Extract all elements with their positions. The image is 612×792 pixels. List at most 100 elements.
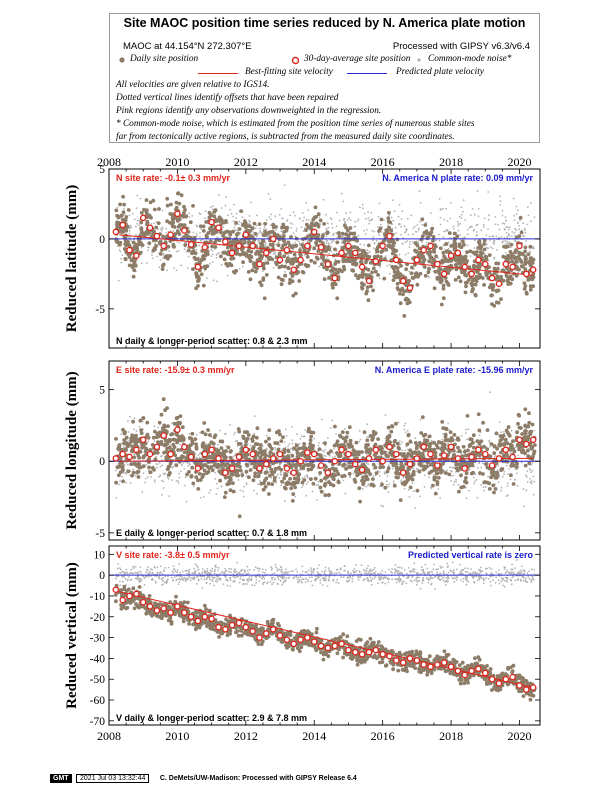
common-mode-point — [233, 433, 235, 436]
common-mode-point — [404, 253, 407, 256]
daily-point — [360, 252, 364, 256]
common-mode-point — [189, 463, 192, 466]
common-mode-point — [249, 444, 252, 447]
common-mode-point — [245, 475, 248, 477]
chart-title: Site MAOC position time series reduced b… — [123, 16, 526, 30]
daily-point — [368, 448, 373, 453]
common-mode-point — [399, 481, 402, 483]
common-mode-point — [378, 471, 381, 473]
common-mode-point — [232, 220, 235, 223]
daily-point — [231, 256, 236, 261]
daily-point — [408, 448, 413, 453]
daily-point — [292, 446, 296, 451]
daily-point — [129, 462, 134, 466]
common-mode-point — [412, 467, 415, 470]
daily-point — [398, 291, 402, 296]
common-mode-point — [182, 461, 185, 464]
common-mode-point — [299, 246, 301, 249]
daily-point — [247, 475, 251, 480]
daily-point — [353, 449, 358, 454]
common-mode-point — [392, 219, 395, 222]
common-mode-point — [121, 475, 124, 478]
common-mode-point — [439, 208, 442, 210]
common-mode-point — [372, 247, 375, 250]
daily-point — [420, 217, 425, 222]
daily-point — [250, 226, 255, 231]
common-mode-point — [507, 226, 509, 229]
common-mode-point — [187, 255, 190, 258]
daily-point — [117, 473, 121, 478]
common-mode-point — [457, 224, 459, 227]
daily-point — [340, 474, 345, 479]
daily-point — [212, 435, 217, 440]
common-mode-point — [154, 481, 156, 484]
common-mode-point — [501, 476, 504, 478]
common-mode-point — [410, 214, 413, 217]
common-mode-point — [384, 255, 387, 258]
common-mode-point — [533, 480, 536, 483]
common-mode-point — [305, 461, 308, 464]
daily-point — [327, 480, 331, 485]
common-mode-point — [349, 211, 352, 214]
daily-point — [478, 452, 482, 457]
daily-point — [183, 243, 188, 247]
common-mode-point — [401, 441, 403, 444]
daily-point — [308, 438, 313, 443]
daily-point — [515, 430, 519, 435]
daily-point — [118, 240, 123, 245]
common-mode-point — [452, 466, 455, 469]
common-mode-point — [274, 446, 276, 449]
daily-point — [395, 237, 400, 242]
common-mode-point — [401, 210, 404, 213]
daily-point — [203, 252, 208, 257]
daily-point — [272, 470, 277, 474]
common-mode-point — [452, 474, 454, 477]
daily-point — [379, 217, 384, 222]
daily-point — [404, 267, 408, 272]
daily-point — [414, 272, 418, 277]
common-mode-point — [414, 437, 417, 440]
common-mode-point — [418, 220, 421, 223]
daily-point — [309, 258, 314, 263]
daily-point — [485, 447, 490, 452]
daily-point — [378, 444, 383, 449]
common-mode-point — [392, 199, 394, 202]
daily-point — [500, 467, 505, 471]
daily-point — [361, 482, 366, 487]
common-mode-point — [405, 231, 407, 233]
common-mode-point — [416, 224, 419, 226]
daily-point — [194, 286, 199, 291]
average-point — [379, 242, 386, 250]
common-mode-point — [344, 492, 347, 495]
common-mode-point — [515, 472, 518, 475]
daily-point — [463, 479, 467, 484]
daily-point — [200, 430, 205, 435]
common-mode-point — [460, 217, 463, 220]
common-mode-point — [191, 215, 194, 217]
daily-point — [383, 257, 387, 261]
daily-point — [337, 231, 341, 236]
common-mode-point — [504, 240, 507, 242]
daily-point — [151, 248, 156, 253]
common-mode-point — [485, 234, 488, 237]
common-mode-point — [125, 461, 128, 464]
common-mode-point — [469, 255, 472, 257]
common-mode-point — [524, 474, 527, 477]
common-mode-point — [283, 500, 286, 503]
common-mode-point — [295, 230, 298, 232]
common-mode-point — [276, 473, 279, 476]
common-mode-point — [466, 244, 469, 247]
common-mode-point — [319, 223, 322, 226]
common-mode-point — [269, 224, 272, 227]
common-mode-point — [489, 239, 491, 242]
daily-point — [238, 465, 242, 469]
legend-avg: 30-day-average site position — [304, 54, 411, 64]
daily-point — [124, 435, 129, 440]
daily-point — [367, 243, 371, 248]
daily-point — [515, 235, 519, 240]
common-mode-point — [265, 228, 268, 231]
average-point — [324, 260, 332, 268]
daily-point — [450, 266, 454, 270]
daily-point — [378, 465, 383, 470]
